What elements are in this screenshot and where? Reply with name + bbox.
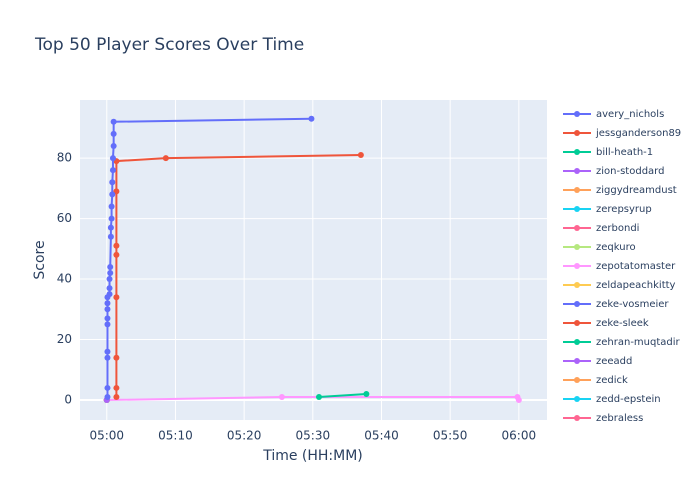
data-point — [104, 321, 111, 328]
data-point — [109, 167, 116, 174]
legend-label: zepotatomaster — [596, 261, 676, 272]
legend-marker — [574, 339, 580, 345]
legend-label: ziggydreamdust — [596, 185, 677, 196]
data-point — [113, 394, 120, 401]
legend-marker — [574, 130, 580, 136]
data-point — [106, 276, 113, 283]
chart-title: Top 50 Player Scores Over Time — [34, 35, 304, 55]
data-point — [104, 315, 111, 322]
legend-marker — [574, 301, 580, 307]
data-point — [104, 348, 111, 355]
legend-label: zedick — [596, 375, 628, 386]
data-point — [108, 203, 115, 210]
y-tick-label: 40 — [57, 272, 72, 286]
data-point — [109, 155, 116, 162]
legend-label: jessganderson89 — [595, 128, 681, 139]
legend-label: zerbondi — [596, 223, 639, 234]
legend-label: zedd-epstein — [596, 394, 661, 405]
legend-label: zerepsyrup — [596, 204, 652, 215]
data-point — [104, 384, 111, 391]
data-point — [107, 233, 114, 240]
y-tick-label: 20 — [57, 332, 72, 346]
legend-label: zeke-sleek — [596, 318, 649, 329]
data-point — [113, 242, 120, 249]
data-point — [104, 306, 111, 313]
data-point — [110, 118, 117, 125]
legend-marker — [574, 244, 580, 250]
data-point — [109, 191, 116, 198]
data-point — [113, 354, 120, 361]
x-tick-label: 05:00 — [89, 429, 124, 443]
legend-label: zehran-muqtadir — [596, 337, 681, 348]
legend-marker — [574, 206, 580, 212]
data-point — [104, 300, 111, 307]
data-point — [162, 155, 169, 162]
series-line — [115, 154, 361, 398]
data-point — [113, 188, 120, 195]
x-tick-label: 05:30 — [296, 429, 331, 443]
x-tick-label: 05:20 — [227, 429, 262, 443]
data-point — [308, 115, 315, 122]
y-tick-label: 80 — [57, 151, 72, 165]
legend-marker — [574, 396, 580, 402]
legend-marker — [574, 282, 580, 288]
data-point — [107, 224, 114, 231]
x-tick-label: 06:00 — [502, 429, 537, 443]
data-point — [515, 397, 522, 404]
legend-label: zeqkuro — [596, 242, 636, 253]
data-point — [113, 384, 120, 391]
y-tick-label: 60 — [57, 211, 72, 225]
legend-marker — [574, 320, 580, 326]
y-tick-label: 0 — [64, 393, 72, 407]
data-point — [104, 394, 111, 401]
data-point — [113, 294, 120, 301]
data-point — [315, 394, 322, 401]
data-point — [363, 390, 370, 397]
legend-marker — [574, 377, 580, 383]
legend-marker — [574, 111, 580, 117]
legend-label: zeldapeachkitty — [596, 280, 676, 291]
data-point — [104, 354, 111, 361]
legend-label: zeeadd — [596, 356, 632, 367]
data-point — [113, 251, 120, 258]
legend-marker — [574, 415, 580, 421]
legend-marker — [574, 168, 580, 174]
series-line — [318, 392, 367, 399]
x-tick-label: 05:50 — [433, 429, 468, 443]
plot-background — [80, 100, 547, 420]
data-point — [109, 179, 116, 186]
data-point — [110, 142, 117, 149]
data-point — [107, 270, 114, 277]
data-point — [106, 291, 113, 298]
legend-label: avery_nichols — [596, 109, 664, 120]
data-point — [108, 215, 115, 222]
legend-marker — [574, 187, 580, 193]
legend-marker — [574, 358, 580, 364]
legend-marker — [574, 263, 580, 269]
legend-label: zebraless — [596, 413, 643, 424]
data-point — [106, 285, 113, 292]
data-point — [278, 394, 285, 401]
x-tick-label: 05:40 — [364, 429, 399, 443]
legend-label: zion-stoddard — [596, 166, 664, 177]
x-tick-label: 05:10 — [158, 429, 193, 443]
legend-label: bill-heath-1 — [596, 147, 653, 158]
y-axis-title: Score — [32, 240, 48, 279]
data-point — [107, 263, 114, 270]
data-point — [357, 152, 364, 159]
data-point — [110, 130, 117, 137]
x-axis-title: Time (HH:MM) — [262, 448, 363, 464]
legend-label: zeke-vosmeier — [596, 299, 669, 310]
legend-marker — [574, 225, 580, 231]
legend-marker — [574, 149, 580, 155]
